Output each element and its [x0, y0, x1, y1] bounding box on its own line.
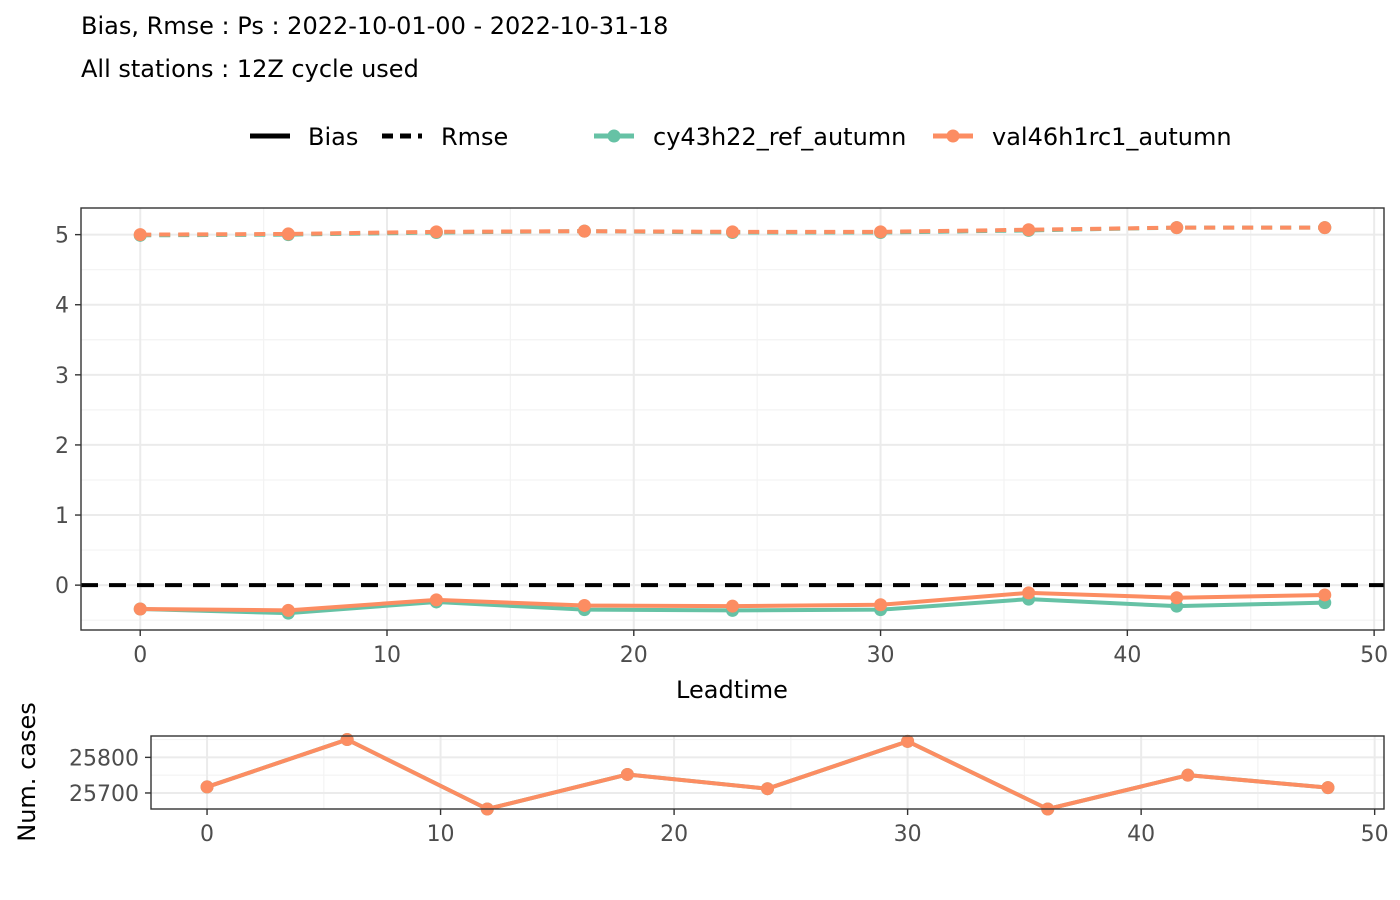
- main-x-axis-title: Leadtime: [676, 676, 788, 704]
- main-grid: [81, 208, 1384, 630]
- data-point-val46h1rc1-autumn: [726, 599, 739, 613]
- data-point-val46h1rc1-autumn: [761, 782, 774, 796]
- y-tick-label: 1: [55, 504, 69, 529]
- legend-label-cy43h22: cy43h22_ref_autumn: [653, 123, 906, 151]
- main-series: [81, 221, 1384, 620]
- bias-rmse-panel: 0 10 20 30 40 50 0 1 2 3 4 5 Leadtime: [55, 207, 1388, 704]
- cases-panel-border: [150, 735, 1385, 810]
- data-point-val46h1rc1-autumn: [577, 598, 591, 612]
- x-tick-label: 10: [427, 822, 455, 847]
- data-point-val46h1rc1-autumn: [620, 767, 634, 781]
- data-point-val46h1rc1-autumn: [901, 734, 915, 748]
- data-point-val46h1rc1-autumn: [1318, 221, 1332, 235]
- cases-y-axis-title: Num. cases: [13, 702, 41, 841]
- data-point-val46h1rc1-autumn: [340, 733, 354, 747]
- legend-label-rmse: Rmse: [441, 123, 508, 151]
- data-point-val46h1rc1-autumn: [429, 593, 443, 607]
- chart-subtitle: All stations : 12Z cycle used: [81, 55, 419, 83]
- cases-axes: 0 10 20 30 40 50 25700 25800: [69, 746, 1389, 847]
- data-point-val46h1rc1-autumn: [1318, 588, 1332, 602]
- main-panel-border: [80, 207, 1385, 631]
- x-tick-label: 30: [894, 822, 922, 847]
- y-tick-label: 0: [55, 574, 69, 599]
- data-point-val46h1rc1-autumn: [429, 225, 443, 239]
- data-point-val46h1rc1-autumn: [1321, 781, 1335, 795]
- legend-label-bias: Bias: [308, 123, 358, 151]
- num-cases-panel: 0 10 20 30 40 50 25700 25800 Num. cases: [13, 702, 1389, 847]
- legend-label-val46h1rc1: val46h1rc1_autumn: [992, 123, 1232, 151]
- data-point-val46h1rc1-autumn: [1022, 586, 1036, 600]
- y-tick-label: 25700: [69, 782, 139, 807]
- legend: Bias Rmse cy43h22_ref_autumn val46h1rc1_…: [250, 123, 1232, 151]
- data-point-val46h1rc1-autumn: [1170, 221, 1184, 235]
- data-point-val46h1rc1-autumn: [133, 228, 147, 242]
- main-axes: 0 10 20 30 40 50 0 1 2 3 4 5: [55, 224, 1388, 668]
- x-tick-label: 0: [200, 822, 214, 847]
- cases-grid: [151, 736, 1384, 809]
- data-point-val46h1rc1-autumn: [281, 603, 295, 617]
- x-tick-label: 40: [1113, 643, 1141, 668]
- y-tick-label: 2: [55, 434, 69, 459]
- legend-marker-cy43h22: [607, 129, 621, 143]
- y-tick-label: 4: [55, 294, 69, 319]
- chart-title: Bias, Rmse : Ps : 2022-10-01-00 - 2022-1…: [81, 12, 668, 40]
- x-tick-label: 50: [1361, 822, 1389, 847]
- data-point-val46h1rc1-autumn: [577, 224, 591, 238]
- data-point-val46h1rc1-autumn: [726, 225, 739, 239]
- data-point-val46h1rc1-autumn: [1170, 591, 1184, 605]
- y-tick-label: 5: [55, 224, 69, 249]
- series-line-val46h1rc1-autumn: [206, 737, 1329, 811]
- y-tick-label: 3: [55, 364, 69, 389]
- series-line-cy43h22-ref-autumn: [206, 737, 1329, 811]
- data-point-val46h1rc1-autumn: [1181, 768, 1195, 782]
- data-point-val46h1rc1-autumn: [133, 602, 147, 616]
- cases-series: [200, 733, 1335, 816]
- y-tick-label: 25800: [69, 746, 139, 771]
- x-tick-label: 20: [620, 643, 648, 668]
- x-tick-label: 50: [1360, 643, 1388, 668]
- data-point-val46h1rc1-autumn: [1022, 223, 1036, 237]
- data-point-val46h1rc1-autumn: [874, 225, 888, 239]
- x-tick-label: 10: [373, 643, 401, 668]
- data-point-val46h1rc1-autumn: [200, 780, 214, 794]
- legend-marker-val46h1rc1: [946, 129, 960, 143]
- x-tick-label: 40: [1127, 822, 1155, 847]
- x-tick-label: 0: [133, 643, 147, 668]
- data-point-val46h1rc1-autumn: [874, 598, 888, 612]
- x-tick-label: 20: [660, 822, 688, 847]
- data-point-val46h1rc1-autumn: [281, 227, 295, 241]
- x-tick-label: 30: [867, 643, 895, 668]
